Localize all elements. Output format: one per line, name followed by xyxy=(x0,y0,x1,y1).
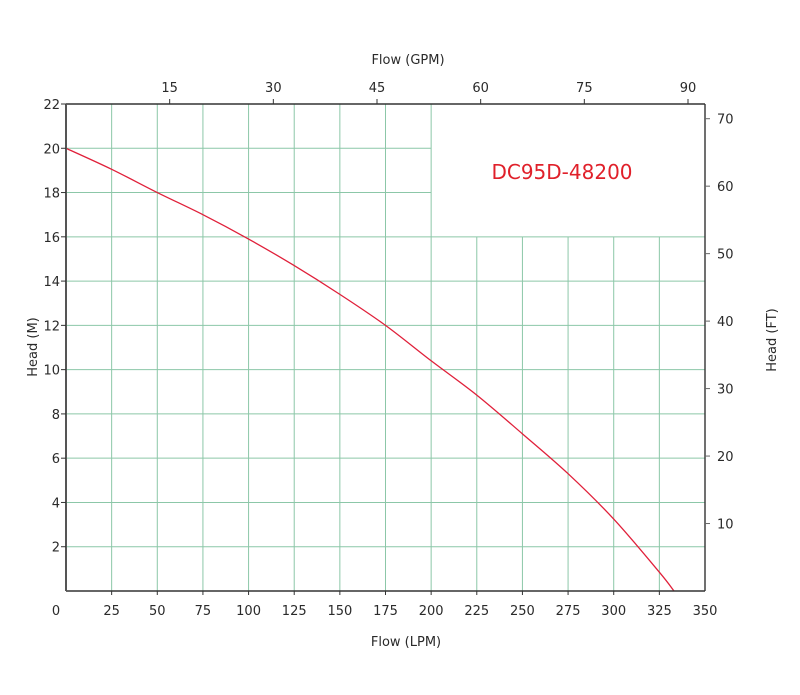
x2-tick-label: 60 xyxy=(472,81,489,96)
y-tick-label: 4 xyxy=(52,496,60,511)
x2-tick-label: 90 xyxy=(680,81,697,96)
x-tick-label: 125 xyxy=(282,604,307,619)
x2-tick-label: 75 xyxy=(576,81,593,96)
y2-tick-label: 40 xyxy=(717,315,734,330)
x2-axis-title: Flow (GPM) xyxy=(371,53,444,68)
model-label: DC95D-48200 xyxy=(491,160,632,184)
y-tick-label: 12 xyxy=(43,319,60,334)
y-tick-label: 22 xyxy=(43,98,60,113)
y-tick-label: 18 xyxy=(43,187,60,202)
x-axis-title: Flow (LPM) xyxy=(371,635,441,650)
y-tick-label: 8 xyxy=(52,408,60,423)
x2-tick-label: 45 xyxy=(369,81,386,96)
x-tick-label: 175 xyxy=(373,604,398,619)
y2-tick-label: 10 xyxy=(717,518,734,533)
y-tick-label: 14 xyxy=(43,275,60,290)
y-tick-label: 20 xyxy=(43,142,60,157)
x-tick-label: 25 xyxy=(103,604,120,619)
x-tick-label: 75 xyxy=(195,604,212,619)
x-tick-label: 300 xyxy=(601,604,626,619)
x-tick-label: 0 xyxy=(52,604,60,619)
y-axis-title: Head (M) xyxy=(26,317,41,376)
y-tick-label: 2 xyxy=(52,541,60,556)
x-tick-label: 150 xyxy=(327,604,352,619)
x-tick-label: 50 xyxy=(149,604,166,619)
y-tick-label: 10 xyxy=(43,364,60,379)
y2-tick-label: 70 xyxy=(717,113,734,128)
x-tick-label: 100 xyxy=(236,604,261,619)
x2-tick-label: 30 xyxy=(265,81,282,96)
x-tick-label: 250 xyxy=(510,604,535,619)
y2-tick-label: 50 xyxy=(717,248,734,263)
head-flow-curve xyxy=(65,147,675,592)
pump-curve xyxy=(65,147,675,592)
x-tick-label: 275 xyxy=(556,604,581,619)
x-tick-label: 200 xyxy=(419,604,444,619)
x-tick-label: 225 xyxy=(464,604,489,619)
y-tick-label: 6 xyxy=(52,452,60,467)
x-tick-label: 350 xyxy=(693,604,718,619)
y-tick-label: 16 xyxy=(43,231,60,246)
y2-tick-label: 30 xyxy=(717,383,734,398)
x-tick-label: 325 xyxy=(647,604,672,619)
x2-tick-label: 15 xyxy=(161,81,178,96)
y2-tick-label: 60 xyxy=(717,180,734,195)
axes xyxy=(61,99,710,595)
tick-labels: 0 25 50 75 100 125 150 175 200 225 250 275 300 325 350… xyxy=(43,81,733,619)
grid-lines xyxy=(66,104,705,591)
y2-tick-label: 20 xyxy=(717,450,734,465)
y2-axis-title: Head (FT) xyxy=(765,308,780,371)
